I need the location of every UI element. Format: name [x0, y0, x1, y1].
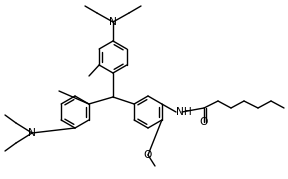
Text: O: O [144, 150, 152, 160]
Text: O: O [200, 117, 208, 127]
Text: N: N [28, 128, 36, 138]
Text: NH: NH [176, 107, 192, 117]
Text: N: N [109, 17, 117, 27]
